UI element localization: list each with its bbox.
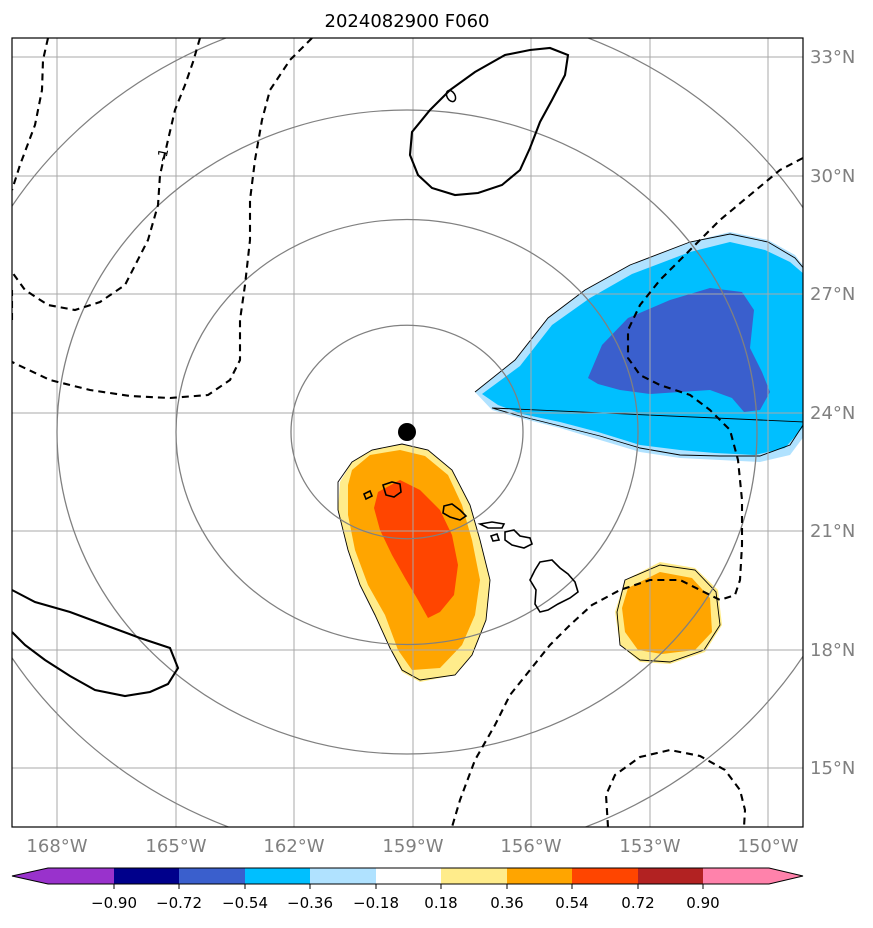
map-area: -1 bbox=[12, 38, 803, 827]
contour-solid-sw bbox=[12, 589, 180, 698]
colorbar-bin bbox=[376, 868, 441, 884]
colorbar-bin bbox=[245, 868, 310, 884]
colorbar-outline bbox=[11, 867, 804, 885]
colorbar-bin bbox=[572, 868, 638, 884]
shade-se-0.36-0.54 bbox=[622, 572, 712, 654]
colorbar-bin bbox=[310, 868, 376, 884]
colorbar-bin bbox=[48, 868, 114, 884]
colorbar-bin bbox=[638, 868, 703, 884]
colorbar-tick-label: 0.72 bbox=[621, 894, 654, 912]
contour-solid-small bbox=[445, 89, 457, 103]
colorbar-tick-label: −0.36 bbox=[287, 894, 333, 912]
lat-label: 21°N bbox=[810, 521, 855, 542]
lat-label: 27°N bbox=[810, 284, 855, 305]
hawaiian-islands bbox=[362, 481, 579, 613]
range-rings bbox=[12, 38, 803, 827]
colorbar-bin bbox=[114, 868, 179, 884]
lat-tick-labels: 33°N 30°N 27°N 24°N 21°N 18°N 15°N bbox=[810, 47, 855, 779]
map-frame bbox=[11, 37, 804, 828]
colorbar-tick-label: −0.72 bbox=[156, 894, 202, 912]
contour-dashed-east bbox=[450, 157, 803, 827]
colorbar-bin bbox=[179, 868, 245, 884]
storm-center-dot bbox=[398, 423, 416, 441]
lon-label: 162°W bbox=[263, 836, 324, 857]
lat-label: 24°N bbox=[810, 403, 855, 424]
contours bbox=[12, 38, 803, 827]
lat-label: 15°N bbox=[810, 758, 855, 779]
shade-neg-0.54-0.72 bbox=[588, 288, 770, 412]
range-ring-2 bbox=[175, 218, 639, 646]
figure-title: 2024082900 F060 bbox=[325, 11, 490, 32]
colorbar-tick-label: −0.90 bbox=[91, 894, 137, 912]
lat-label: 33°N bbox=[810, 47, 855, 68]
lat-label: 30°N bbox=[810, 166, 855, 187]
shade-outline-w bbox=[337, 443, 491, 681]
island-lanai bbox=[489, 532, 501, 542]
island-small-w bbox=[362, 489, 374, 501]
colorbar-extend-low bbox=[12, 868, 48, 884]
colorbar-tick-label: −0.54 bbox=[222, 894, 268, 912]
colorbar: −0.90 −0.72 −0.54 −0.36 −0.18 0.18 0.36 … bbox=[11, 867, 804, 912]
lon-label: 159°W bbox=[382, 836, 443, 857]
lat-label: 18°N bbox=[810, 640, 855, 661]
range-ring-1 bbox=[290, 324, 524, 540]
island-oahu bbox=[442, 503, 468, 521]
colorbar-tick-label: −0.18 bbox=[353, 894, 399, 912]
colorbar-bin bbox=[507, 868, 572, 884]
colorbar-extend-high bbox=[769, 868, 803, 884]
contour-dashed-nw-outer bbox=[12, 38, 50, 191]
lon-tick-labels: 168°W 165°W 162°W 159°W 156°W 153°W 150°… bbox=[26, 836, 798, 857]
colorbar-bin bbox=[441, 868, 507, 884]
colorbar-bin bbox=[703, 868, 769, 884]
lon-label: 165°W bbox=[145, 836, 206, 857]
contour-dashed-west bbox=[12, 38, 202, 320]
contour-dashed-central bbox=[12, 38, 313, 400]
shade-0.54-0.72 bbox=[374, 480, 458, 618]
colorbar-tick-label: 0.18 bbox=[424, 894, 457, 912]
lon-label: 156°W bbox=[500, 836, 561, 857]
island-big-island bbox=[529, 559, 579, 613]
colorbar-tick-label: 0.90 bbox=[686, 894, 719, 912]
colorbar-tick-label: 0.54 bbox=[555, 894, 588, 912]
lon-label: 150°W bbox=[737, 836, 798, 857]
island-niihau-kauai bbox=[382, 481, 402, 498]
colorbar-tick-label: 0.36 bbox=[490, 894, 523, 912]
lon-label: 168°W bbox=[26, 836, 87, 857]
contour-solid-north bbox=[408, 46, 570, 197]
contour-label: -1 bbox=[155, 147, 172, 163]
contour-dashed-se-closed bbox=[604, 748, 747, 827]
island-molokai bbox=[477, 521, 506, 529]
lon-label: 153°W bbox=[619, 836, 680, 857]
island-maui bbox=[504, 529, 533, 549]
range-ring-3 bbox=[56, 109, 758, 755]
